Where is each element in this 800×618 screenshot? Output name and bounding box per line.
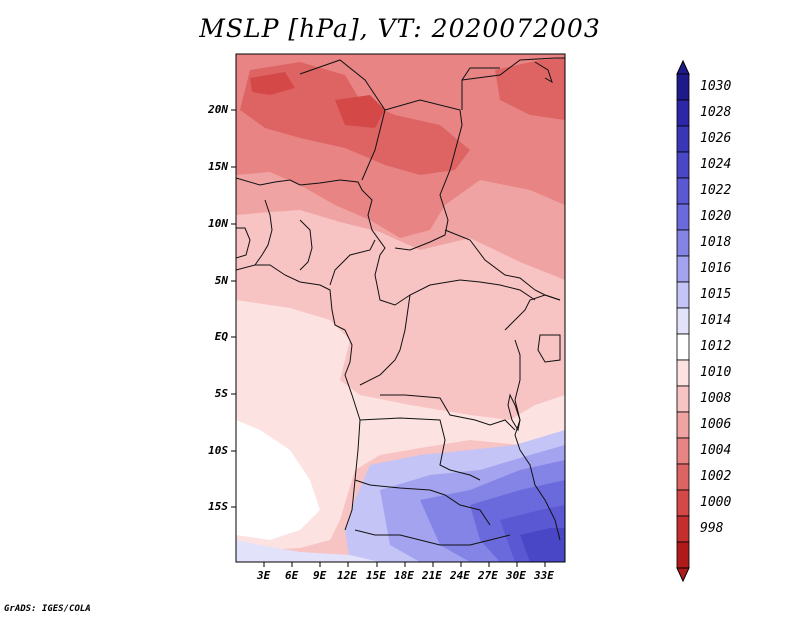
lon-label: 18E <box>394 569 414 582</box>
colorbar-swatch <box>676 203 690 231</box>
lon-label: 3E <box>257 569 271 582</box>
map-title: MSLP [hPa], VT: 2020072003 <box>199 14 601 43</box>
footer-credit: GrADS: IGES/COLA <box>4 604 91 614</box>
lat-label: 5N <box>214 274 228 287</box>
lat-label: 10S <box>208 444 228 457</box>
colorbar-label: 1000 <box>700 495 732 510</box>
colorbar-top-arrow <box>676 59 690 75</box>
lon-label: 6E <box>285 569 299 582</box>
map-frame <box>235 53 566 563</box>
colorbar-swatch <box>676 489 690 517</box>
lon-label: 33E <box>534 569 554 582</box>
colorbar <box>676 59 690 583</box>
lon-label: 30E <box>506 569 526 582</box>
colorbar-label: 1004 <box>700 443 732 458</box>
colorbar-bottom-arrow <box>676 567 690 583</box>
colorbar-swatch <box>676 229 690 257</box>
axis-ticks <box>231 109 546 567</box>
colorbar-label: 1002 <box>700 469 732 484</box>
lat-label: 20N <box>208 103 228 116</box>
colorbar-label: 1010 <box>700 365 732 380</box>
lon-label: 9E <box>313 569 327 582</box>
colorbar-label: 998 <box>700 521 724 536</box>
colorbar-label: 1008 <box>700 391 732 406</box>
colorbar-swatch <box>676 281 690 309</box>
lat-label: 15N <box>208 160 228 173</box>
colorbar-swatch <box>676 99 690 127</box>
colorbar-label: 1026 <box>700 131 732 146</box>
colorbar-label: 1014 <box>700 313 732 328</box>
colorbar-swatch <box>676 385 690 413</box>
colorbar-label: 1022 <box>700 183 732 198</box>
colorbar-label: 1016 <box>700 261 732 276</box>
colorbar-label: 1015 <box>700 287 732 302</box>
country-borders <box>236 57 565 546</box>
colorbar-label: 1012 <box>700 339 732 354</box>
colorbar-swatch <box>676 177 690 205</box>
colorbar-label: 1030 <box>700 79 732 94</box>
colorbar-swatch <box>676 437 690 465</box>
colorbar-swatch <box>676 359 690 387</box>
lon-label: 12E <box>337 569 357 582</box>
colorbar-swatch <box>676 333 690 361</box>
colorbar-swatch <box>676 151 690 179</box>
lat-label: 10N <box>208 217 228 230</box>
colorbar-swatch <box>676 463 690 491</box>
colorbar-label: 1018 <box>700 235 732 250</box>
colorbar-label: 1020 <box>700 209 732 224</box>
colorbar-label: 1006 <box>700 417 732 432</box>
colorbar-swatch <box>676 411 690 439</box>
colorbar-swatch <box>676 125 690 153</box>
lat-label: 5S <box>214 387 228 400</box>
colorbar-swatch <box>676 515 690 543</box>
colorbar-swatch <box>676 541 690 569</box>
lat-label: 15S <box>208 500 228 513</box>
lon-label: 21E <box>422 569 442 582</box>
pressure-field <box>236 54 565 562</box>
colorbar-swatch <box>676 255 690 283</box>
lon-label: 24E <box>450 569 470 582</box>
lat-label: EQ <box>214 330 228 343</box>
colorbar-label: 1028 <box>700 105 732 120</box>
colorbar-swatch <box>676 307 690 335</box>
colorbar-swatch <box>676 73 690 101</box>
lon-label: 27E <box>478 569 498 582</box>
lon-label: 15E <box>366 569 386 582</box>
colorbar-label: 1024 <box>700 157 732 172</box>
